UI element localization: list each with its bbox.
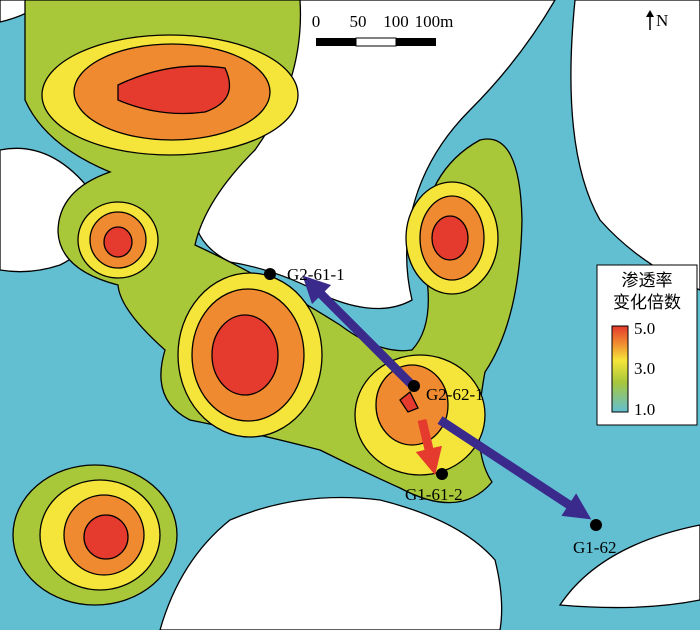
well-dot bbox=[408, 380, 420, 392]
well-label: G1-61-2 bbox=[405, 485, 463, 504]
north-arrow: N bbox=[646, 10, 668, 30]
well-label: G2-61-1 bbox=[287, 265, 345, 284]
well-label: G1-62 bbox=[573, 538, 616, 557]
wells: G2-61-1 G2-62-1 G1-61-2 G1-62 bbox=[264, 265, 616, 557]
well-dot bbox=[264, 268, 276, 280]
legend-label: 1.0 bbox=[634, 400, 655, 419]
scale-label: 100m bbox=[415, 12, 454, 31]
legend-title: 渗透率 bbox=[622, 271, 673, 290]
well-dot bbox=[590, 519, 602, 531]
arrows bbox=[302, 275, 592, 520]
scale-label: 0 bbox=[312, 12, 321, 31]
legend-label: 3.0 bbox=[634, 359, 655, 378]
north-label: N bbox=[656, 11, 668, 30]
legend-title: 变化倍数 bbox=[613, 293, 681, 312]
legend: 渗透率 变化倍数 5.0 3.0 1.0 bbox=[596, 264, 698, 426]
scale-bar: 0 50 100 100m bbox=[312, 12, 454, 47]
scale-label: 100 bbox=[383, 12, 409, 31]
well-label: G2-62-1 bbox=[426, 385, 484, 404]
scale-label: 50 bbox=[350, 12, 367, 31]
well-dot bbox=[436, 468, 448, 480]
legend-label: 5.0 bbox=[634, 319, 655, 338]
